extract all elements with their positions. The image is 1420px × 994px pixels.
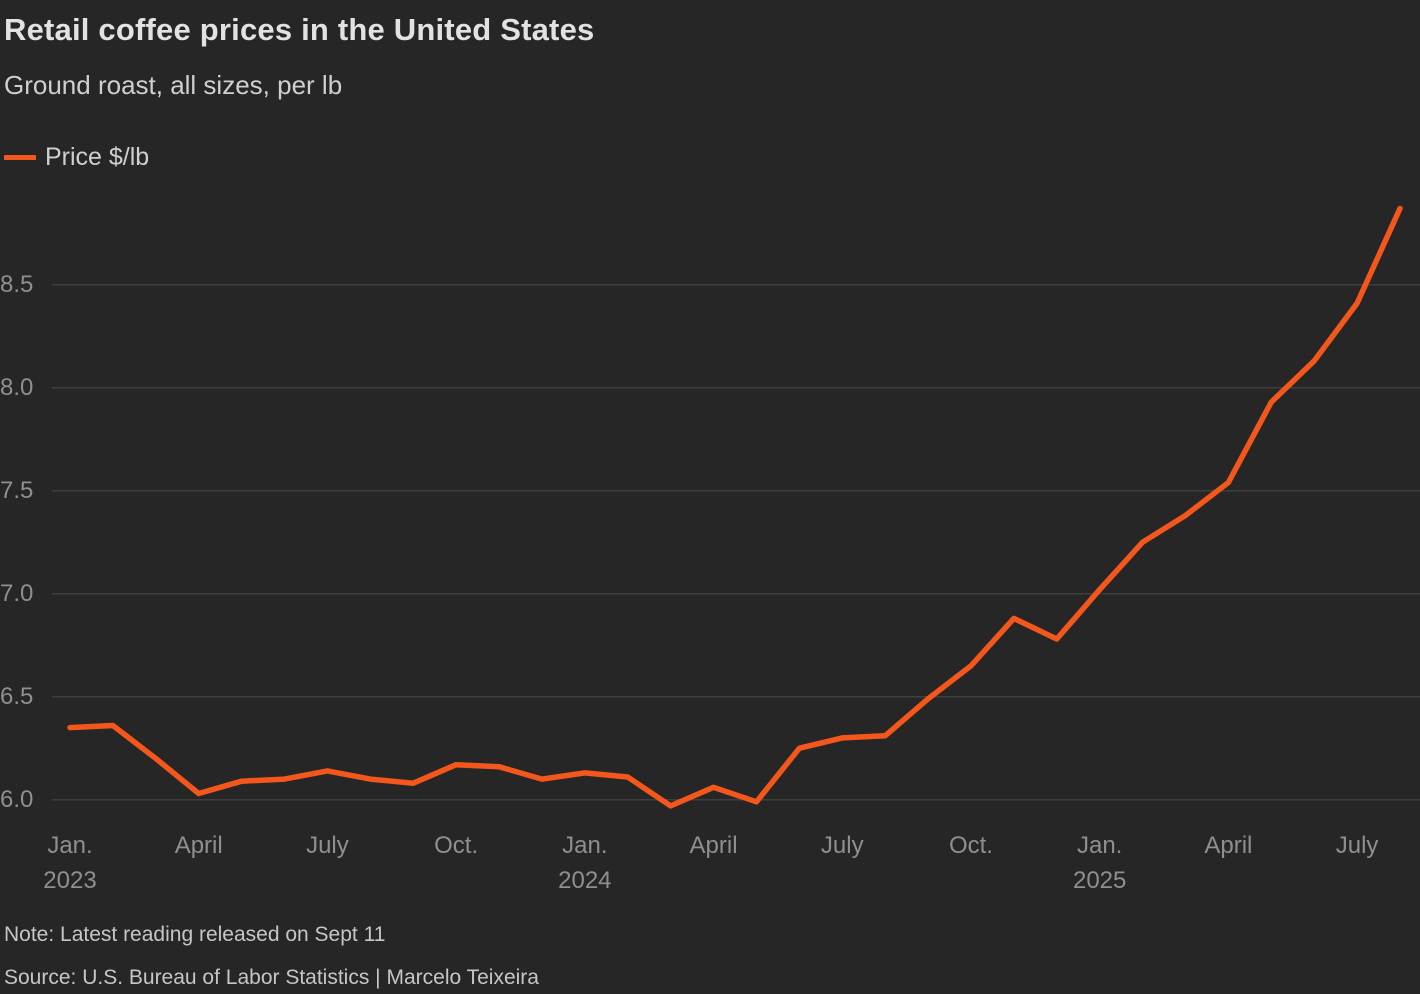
price-line xyxy=(67,205,1403,809)
x-tick-label: April xyxy=(175,832,223,859)
price-line-chart: 6.0 6.5 7.0 7.5 8.0 8.5 Jan. 2023 April July Oct. J… xyxy=(0,205,1420,894)
x-tick-label: Jan. xyxy=(562,832,607,859)
x-tick-year-label: 2023 xyxy=(43,867,96,894)
x-tick-year-label: 2024 xyxy=(558,867,611,894)
chart-title: Retail coffee prices in the United State… xyxy=(4,12,595,47)
legend-label: Price $/lb xyxy=(45,143,150,171)
x-tick-year-label: 2025 xyxy=(1073,867,1126,894)
x-tick-label: Jan. xyxy=(1077,832,1122,859)
chart-subtitle: Ground roast, all sizes, per lb xyxy=(4,70,343,100)
x-tick-label: Oct. xyxy=(949,832,993,859)
y-tick-label: 8.0 xyxy=(0,374,33,401)
y-tick-label: 7.0 xyxy=(0,580,33,607)
y-tick-label: 6.5 xyxy=(0,683,33,710)
y-tick-label: 8.5 xyxy=(0,271,33,298)
note-text: Note: Latest reading released on Sept 11 xyxy=(4,923,386,946)
x-tick-label: July xyxy=(306,832,349,859)
x-tick-label: Oct. xyxy=(434,832,478,859)
legend: Price $/lb xyxy=(4,143,149,172)
x-tick-label: July xyxy=(821,832,864,859)
x-tick-label: July xyxy=(1336,832,1379,859)
legend-line-swatch xyxy=(4,155,36,160)
source-text: Source: U.S. Bureau of Labor Statistics … xyxy=(4,966,539,989)
x-tick-label: April xyxy=(1204,832,1252,859)
x-tick-label: Jan. xyxy=(47,832,92,859)
x-tick-label: April xyxy=(690,832,738,859)
y-tick-label: 7.5 xyxy=(0,477,33,504)
y-tick-label: 6.0 xyxy=(0,786,33,813)
